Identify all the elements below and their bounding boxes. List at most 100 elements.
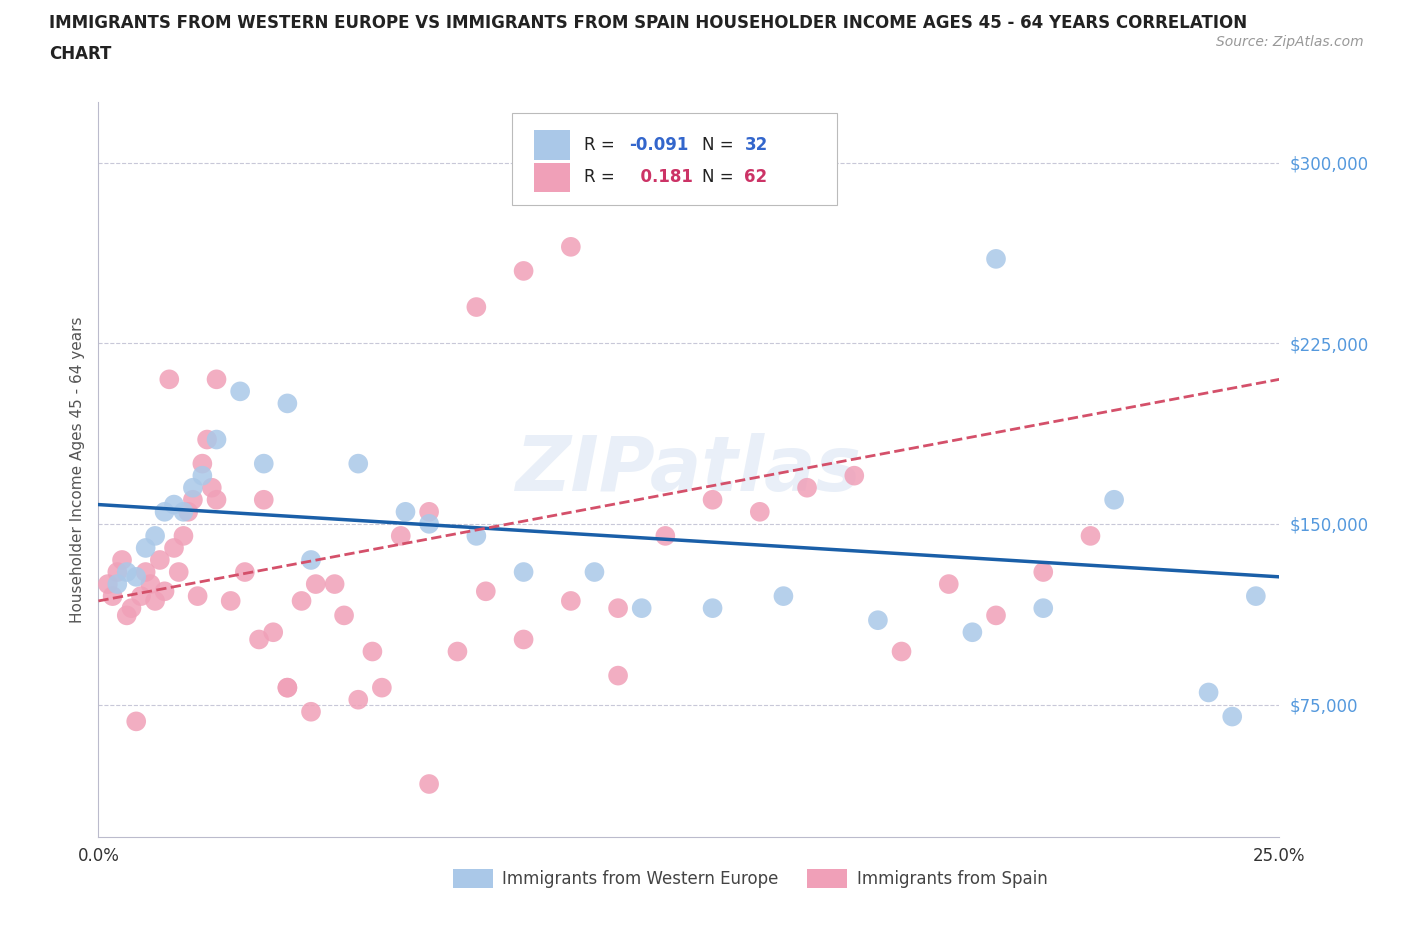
Point [305, 577, 328, 591]
Point [512, 565, 534, 579]
Text: N =: N = [702, 168, 738, 186]
Point [205, 372, 228, 387]
Point [984, 608, 1007, 623]
Point [115, 565, 138, 579]
Point [105, 565, 128, 579]
Point [890, 644, 912, 659]
FancyBboxPatch shape [534, 130, 569, 160]
Point [253, 492, 276, 507]
Point [149, 552, 172, 567]
Text: -0.091: -0.091 [628, 136, 688, 153]
Point [276, 680, 298, 695]
Point [702, 601, 724, 616]
Text: Source: ZipAtlas.com: Source: ZipAtlas.com [1216, 35, 1364, 49]
Point [233, 565, 256, 579]
Point [191, 468, 214, 483]
Point [371, 680, 394, 695]
Text: IMMIGRANTS FROM WESTERN EUROPE VS IMMIGRANTS FROM SPAIN HOUSEHOLDER INCOME AGES : IMMIGRANTS FROM WESTERN EUROPE VS IMMIGR… [49, 14, 1247, 32]
Point [135, 540, 157, 555]
Text: CHART: CHART [49, 45, 111, 62]
Point [101, 589, 124, 604]
Point [607, 601, 630, 616]
Point [1032, 565, 1054, 579]
Point [418, 504, 440, 519]
Point [121, 601, 143, 616]
Point [938, 577, 960, 591]
Point [229, 384, 252, 399]
Point [347, 692, 370, 707]
Point [129, 589, 152, 604]
Text: R =: R = [583, 168, 620, 186]
Point [299, 704, 322, 719]
Point [105, 577, 128, 591]
Point [1220, 709, 1243, 724]
Point [583, 565, 606, 579]
Text: R =: R = [583, 136, 620, 153]
FancyBboxPatch shape [453, 870, 494, 888]
Point [290, 593, 312, 608]
Point [247, 632, 270, 647]
Point [125, 569, 148, 584]
Text: 62: 62 [744, 168, 768, 186]
Point [1198, 685, 1220, 700]
Point [262, 625, 284, 640]
Point [560, 239, 582, 254]
Point [139, 577, 162, 591]
Point [135, 565, 157, 579]
Point [172, 504, 194, 519]
Text: ZIPatlas: ZIPatlas [516, 432, 862, 507]
Point [347, 457, 370, 472]
Point [299, 552, 322, 567]
Point [219, 593, 242, 608]
Point [512, 632, 534, 647]
Point [125, 714, 148, 729]
Point [333, 608, 356, 623]
Text: 0.181: 0.181 [628, 168, 693, 186]
Point [167, 565, 190, 579]
Point [796, 480, 818, 495]
Point [389, 528, 412, 543]
Point [143, 593, 166, 608]
Point [323, 577, 346, 591]
Point [195, 432, 218, 447]
Point [630, 601, 652, 616]
Point [748, 504, 770, 519]
Text: Immigrants from Western Europe: Immigrants from Western Europe [502, 870, 779, 888]
Point [177, 504, 200, 519]
Point [654, 528, 676, 543]
Point [866, 613, 889, 628]
Point [97, 577, 120, 591]
Point [702, 492, 724, 507]
Point [418, 777, 440, 791]
Point [191, 457, 214, 472]
Y-axis label: Householder Income Ages 45 - 64 years: Householder Income Ages 45 - 64 years [69, 316, 84, 623]
Point [276, 396, 298, 411]
FancyBboxPatch shape [807, 870, 848, 888]
Point [418, 516, 440, 531]
Text: 32: 32 [744, 136, 768, 153]
Point [1102, 492, 1125, 507]
Point [1032, 601, 1054, 616]
Point [163, 498, 186, 512]
Point [984, 251, 1007, 266]
Point [276, 680, 298, 695]
FancyBboxPatch shape [534, 163, 569, 192]
Point [201, 480, 224, 495]
Point [361, 644, 384, 659]
Point [153, 584, 176, 599]
Point [465, 299, 488, 314]
Point [475, 584, 498, 599]
Text: Immigrants from Spain: Immigrants from Spain [856, 870, 1047, 888]
Text: N =: N = [702, 136, 738, 153]
Point [1244, 589, 1267, 604]
Point [844, 468, 866, 483]
Point [1080, 528, 1102, 543]
Point [962, 625, 984, 640]
Point [187, 589, 209, 604]
Point [111, 552, 134, 567]
Point [143, 528, 166, 543]
Point [394, 504, 416, 519]
Point [446, 644, 468, 659]
Point [607, 668, 630, 683]
Point [772, 589, 794, 604]
